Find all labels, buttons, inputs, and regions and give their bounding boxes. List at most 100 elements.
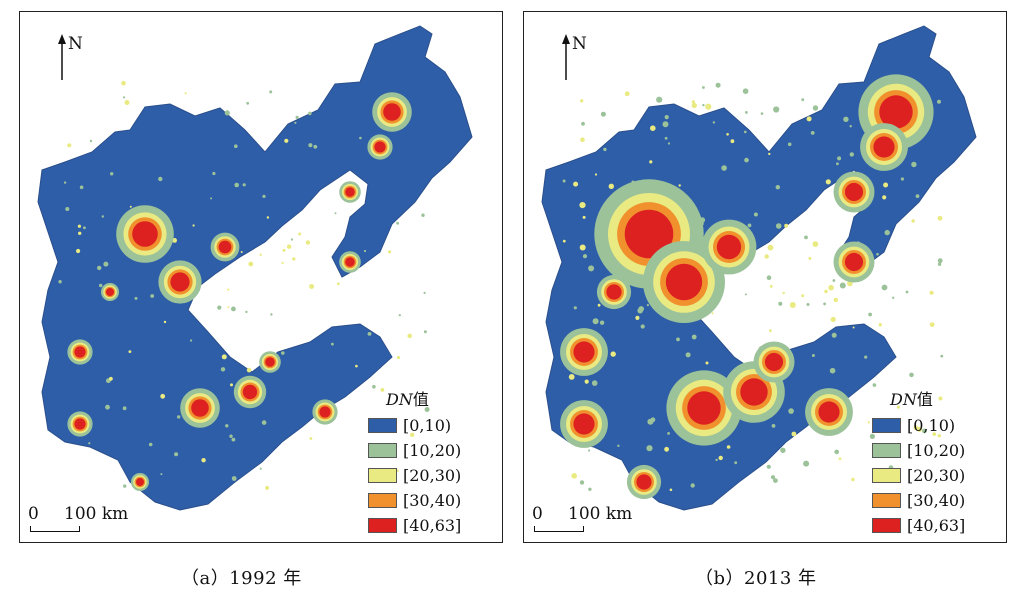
settlement-light <box>148 442 153 447</box>
settlement-light <box>834 449 839 455</box>
settlement-light <box>78 231 82 235</box>
settlement-light <box>909 372 914 378</box>
settlement-light <box>711 312 714 315</box>
settlement-light <box>832 279 836 282</box>
caption-1992: （a）1992 年 <box>181 568 302 589</box>
settlement-light <box>220 367 226 372</box>
settlement-light <box>192 224 195 227</box>
settlement-light <box>58 280 62 284</box>
settlement-light <box>705 361 709 365</box>
settlement-light <box>121 80 126 86</box>
settlement-light <box>122 406 127 411</box>
settlement-light <box>883 182 889 188</box>
settlement-light <box>334 212 337 215</box>
settlement-light <box>726 133 729 136</box>
legend-item: [40,63] <box>368 513 498 538</box>
settlement-light <box>134 296 138 300</box>
settlement-light <box>242 183 246 187</box>
settlement-light <box>915 194 920 199</box>
legend-swatch <box>872 518 901 533</box>
settlement-light <box>664 446 669 452</box>
urban-light-cluster <box>191 399 209 417</box>
urban-light-cluster <box>844 182 864 202</box>
settlement-light <box>664 136 668 140</box>
settlement-light <box>787 142 792 147</box>
settlement-light <box>331 342 334 346</box>
settlement-light <box>744 293 747 296</box>
settlement-light <box>764 254 769 259</box>
settlement-light <box>667 432 670 435</box>
settlement-light <box>769 285 773 288</box>
settlement-light <box>398 314 401 317</box>
settlement-light <box>838 457 842 461</box>
settlement-light <box>380 388 385 392</box>
settlement-light <box>745 111 748 114</box>
settlement-light <box>742 88 749 94</box>
urban-light-cluster <box>818 401 840 423</box>
settlement-light <box>248 261 254 267</box>
settlement-light <box>721 165 727 171</box>
map-1992 <box>37 25 473 511</box>
settlement-light <box>808 257 812 260</box>
settlement-light <box>123 484 127 488</box>
urban-light-cluster <box>345 187 355 197</box>
settlement-light <box>624 91 630 97</box>
settlement-light <box>270 313 273 316</box>
settlement-light <box>110 172 114 176</box>
settlement-light <box>769 329 772 332</box>
legend-item: [20,30) <box>872 463 1002 488</box>
settlement-light <box>290 238 293 241</box>
urban-light-cluster <box>383 103 401 121</box>
settlement-light <box>900 177 904 181</box>
settlement-light <box>262 194 266 198</box>
settlement-light <box>882 195 887 200</box>
settlement-light <box>580 99 584 103</box>
legend: DN值 [0,10) [10,20) [20,30) [30,40) [40,6… <box>872 386 1002 538</box>
urban-light-cluster <box>573 341 595 363</box>
legend-item: [10,20) <box>872 438 1002 463</box>
settlement-light <box>836 162 839 166</box>
settlement-light <box>937 99 941 104</box>
settlement-light <box>423 330 427 334</box>
settlement-light <box>608 183 614 189</box>
settlement-light <box>804 235 808 240</box>
settlement-light <box>824 289 828 294</box>
settlement-light <box>227 288 230 291</box>
legend-swatch <box>872 468 901 483</box>
settlement-light <box>753 212 758 217</box>
legend-item: [40,63] <box>872 513 1002 538</box>
settlement-light <box>599 320 605 325</box>
settlement-light <box>646 445 653 452</box>
settlement-light <box>770 475 776 480</box>
settlement-light <box>124 100 130 105</box>
legend-swatch <box>368 518 397 533</box>
urban-light-cluster <box>879 95 913 129</box>
settlement-light <box>292 257 296 261</box>
urban-light-cluster <box>624 209 674 259</box>
settlement-light <box>715 82 721 88</box>
settlement-light <box>744 157 749 163</box>
settlement-light <box>806 303 810 306</box>
north-arrow: N <box>56 34 96 84</box>
urban-light-cluster <box>573 413 595 435</box>
urban-light-cluster <box>665 263 703 301</box>
settlement-light <box>831 332 837 338</box>
settlement-light <box>829 367 836 374</box>
settlement-light <box>852 326 855 329</box>
settlement-light <box>217 305 222 310</box>
settlement-light <box>896 405 900 409</box>
settlement-light <box>281 351 285 355</box>
settlement-light <box>282 248 286 252</box>
settlement-light <box>938 396 943 401</box>
legend-item: [0,10) <box>872 413 1002 438</box>
settlement-light <box>592 318 599 325</box>
caption-2013: （b）2013 年 <box>695 568 817 589</box>
legend-item: [30,40) <box>368 488 498 513</box>
legend-title: DN值 <box>386 390 429 409</box>
settlement-light <box>617 444 620 447</box>
settlement-light <box>744 130 747 134</box>
settlement-light <box>579 202 586 209</box>
settlement-light <box>747 223 752 228</box>
settlement-light <box>163 320 167 324</box>
settlement-light <box>922 428 927 434</box>
